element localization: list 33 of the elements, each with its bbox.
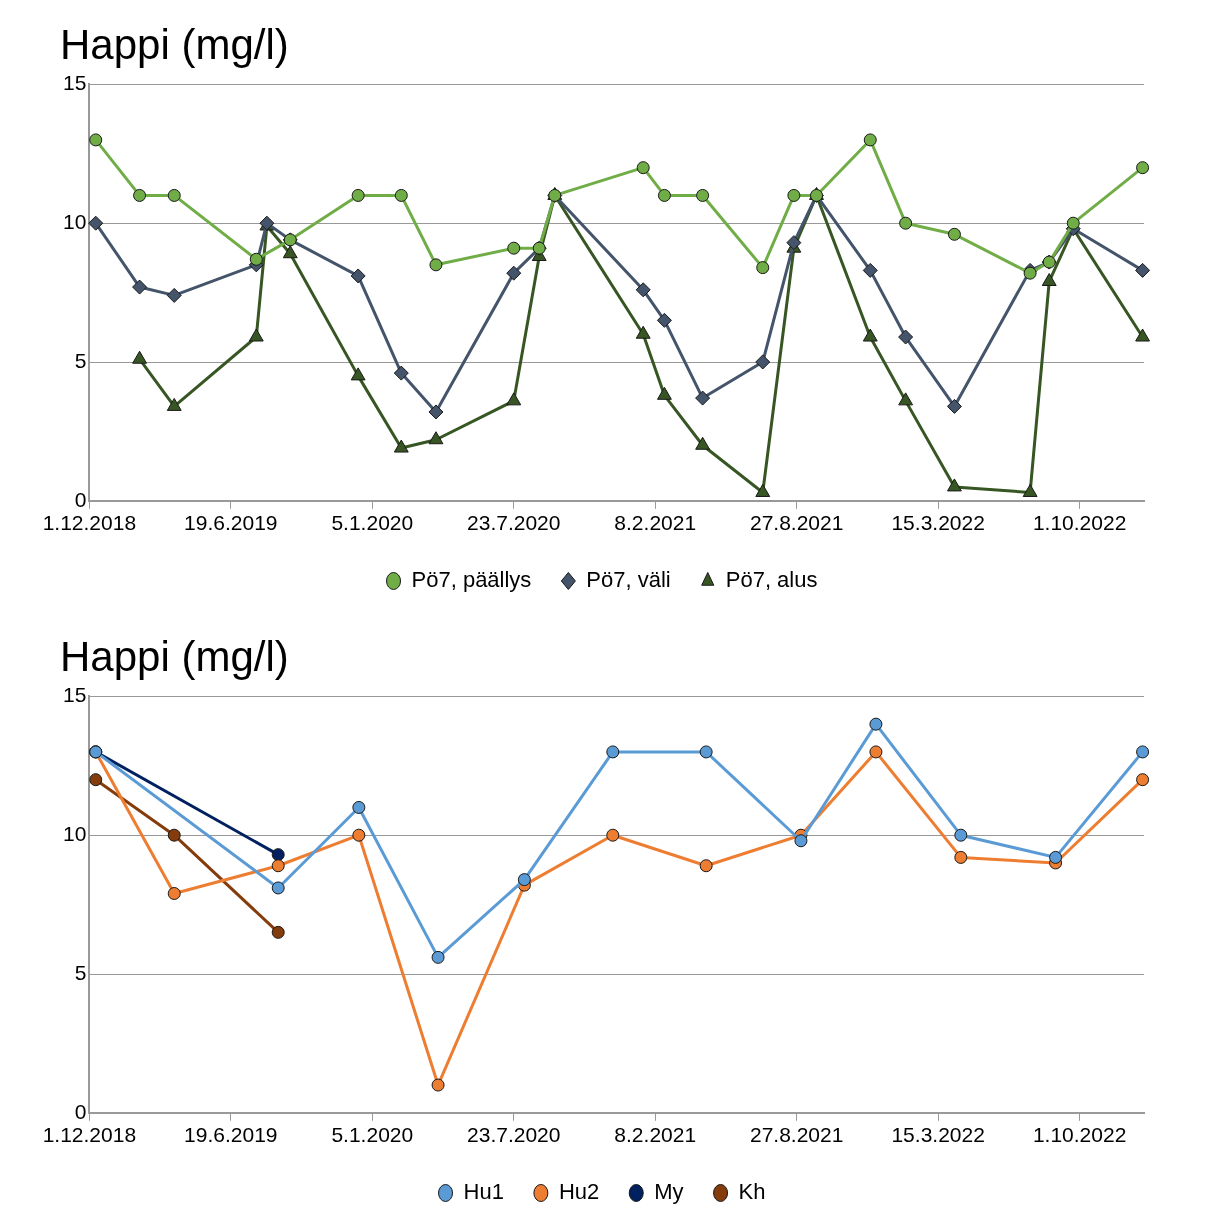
- x-tick-label: 27.8.2021: [749, 1123, 844, 1147]
- x-tick-label: 19.6.2019: [184, 1123, 278, 1147]
- x-tick-label: 23.7.2020: [467, 1123, 561, 1147]
- x-tick-label: 1.12.2018: [42, 511, 137, 535]
- legend-label: My: [654, 1179, 684, 1205]
- y-tick-label: 10: [63, 822, 87, 845]
- legend-label: Kh: [738, 1179, 766, 1205]
- x-tick-label: 19.6.2019: [184, 511, 278, 535]
- y-tick-label: 10: [63, 210, 87, 233]
- x-tick-label: 1.10.2022: [1032, 511, 1127, 535]
- x-tick-label: 8.2.2021: [614, 1123, 697, 1147]
- x-tick-label: 5.1.2020: [331, 1123, 414, 1147]
- x-tick-label: 1.12.2018: [42, 1123, 137, 1147]
- y-tick-label: 15: [63, 683, 87, 707]
- legend-label: Hu1: [463, 1179, 504, 1205]
- x-tick-label: 23.7.2020: [467, 511, 561, 535]
- x-tick-label: 8.2.2021: [614, 511, 697, 535]
- x-tick-label: 5.1.2020: [331, 511, 414, 535]
- x-tick-label: 27.8.2021: [749, 511, 844, 535]
- legend-label: Hu2: [558, 1179, 600, 1205]
- x-tick-label: 1.10.2022: [1032, 1123, 1127, 1147]
- y-tick-label: 0: [74, 1099, 87, 1123]
- legend-label: Pö7, päällys: [411, 567, 532, 593]
- chart-title: Happi (mg/l): [60, 20, 289, 68]
- legend-label: Pö7, väli: [586, 567, 671, 593]
- x-tick-label: 15.3.2022: [891, 511, 985, 535]
- y-tick-label: 15: [63, 71, 87, 95]
- y-tick-label: 5: [74, 960, 87, 984]
- legend-label: Pö7, alus: [725, 567, 818, 593]
- y-tick-label: 0: [74, 487, 87, 511]
- chart-title: Happi (mg/l): [60, 632, 289, 680]
- y-tick-label: 5: [74, 348, 87, 372]
- x-tick-label: 15.3.2022: [891, 1123, 985, 1147]
